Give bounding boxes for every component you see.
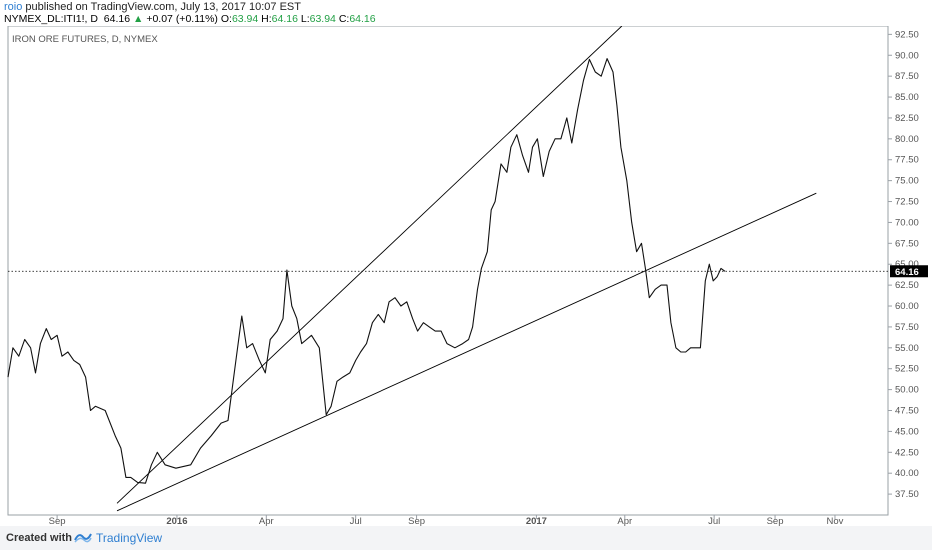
y-tick-label: 72.50: [895, 197, 919, 208]
y-tick-label: 70.00: [895, 217, 919, 228]
x-axis[interactable]: Sep 2016 Apr Jul Sep 2017 Apr Jul Sep Nov: [49, 515, 844, 527]
close-value: 64.16: [349, 13, 376, 25]
trendline-1[interactable]: [116, 25, 623, 504]
low-label: L:: [300, 13, 310, 25]
close-label: C:: [338, 13, 350, 25]
x-tick-label: 2017: [526, 516, 547, 526]
price-label-box: [890, 265, 928, 278]
publication-line: roio published on TradingView.com, July …: [4, 1, 301, 13]
symbol-name[interactable]: NYMEX_DL:ITI1!, D: [4, 13, 98, 25]
y-tick-label: 47.50: [895, 406, 919, 417]
x-tick-label: Sep: [408, 516, 425, 526]
y-tick-label: 87.50: [895, 71, 919, 82]
low-value: 63.94: [309, 13, 336, 25]
x-tick-label: 2016: [166, 516, 187, 526]
y-tick-label: 40.00: [895, 468, 919, 479]
x-tick-label: Jul: [350, 516, 362, 526]
author-link[interactable]: roio: [4, 1, 23, 13]
y-tick-label: 65.00: [895, 259, 919, 270]
trendlines[interactable]: [116, 25, 817, 512]
symbol-line: NYMEX_DL:ITI1!, D 64.16 ▲ +0.07 (+0.11%)…: [4, 13, 376, 25]
up-arrow-icon: ▲: [133, 13, 144, 25]
plot-frame: [7, 25, 889, 516]
price-series[interactable]: [7, 58, 726, 484]
y-tick-label: 62.50: [895, 280, 919, 291]
y-tick-label: 60.00: [895, 301, 919, 312]
series-line-1[interactable]: [7, 58, 726, 484]
y-tick-label: 57.50: [895, 322, 919, 333]
x-tick-label: Jul: [708, 516, 720, 526]
x-tick-label: Apr: [617, 516, 632, 526]
price-change: +0.07 (+0.11%): [146, 13, 218, 25]
tradingview-brand[interactable]: TradingView: [96, 531, 163, 545]
y-tick-label: 37.50: [895, 489, 919, 500]
created-with-text: Created with: [6, 532, 73, 544]
publication-info: published on TradingView.com, July 13, 2…: [25, 1, 301, 13]
y-tick-label: 55.00: [895, 343, 919, 354]
chart-title: IRON ORE FUTURES, D, NYMEX: [12, 34, 158, 45]
chart-header: roio published on TradingView.com, July …: [0, 0, 932, 26]
y-tick-label: 80.00: [895, 134, 919, 145]
y-tick-label: 75.00: [895, 176, 919, 187]
y-tick-label: 85.00: [895, 92, 919, 103]
y-tick-label: 92.50: [895, 29, 919, 40]
y-tick-label: 82.50: [895, 113, 919, 124]
tradingview-logo-icon[interactable]: [74, 531, 92, 543]
y-tick-label: 77.50: [895, 155, 919, 166]
high-value: 64.16: [271, 13, 298, 25]
x-tick-label: Sep: [49, 516, 66, 526]
footer-bar: Created with TradingView: [0, 526, 932, 550]
open-label: O:: [220, 13, 232, 25]
trendline-2[interactable]: [116, 192, 817, 512]
current-price-marker: 64.16: [890, 265, 928, 278]
y-tick-label: 42.50: [895, 447, 919, 458]
y-tick-label: 52.50: [895, 364, 919, 375]
open-value: 63.94: [231, 13, 259, 25]
price-chart[interactable]: IRON ORE FUTURES, D, NYMEX 37.50 40.00 42.…: [0, 25, 932, 527]
y-axis[interactable]: 37.50 40.00 42.50 45.00 47.50 50.00 52.50 55.00…: [888, 29, 919, 500]
x-tick-label: Sep: [767, 516, 784, 526]
y-tick-label: 45.00: [895, 426, 919, 437]
high-label: H:: [261, 13, 272, 25]
y-tick-label: 50.00: [895, 385, 919, 396]
y-tick-label: 90.00: [895, 50, 919, 61]
price-label-text: 64.16: [895, 267, 919, 278]
x-tick-label: Apr: [259, 516, 274, 526]
y-tick-label: 67.50: [895, 238, 919, 249]
x-tick-label: Nov: [827, 516, 844, 526]
chart-area[interactable]: IRON ORE FUTURES, D, NYMEX 37.50 40.00 42.…: [0, 25, 932, 527]
last-price: 64.16: [103, 13, 131, 25]
